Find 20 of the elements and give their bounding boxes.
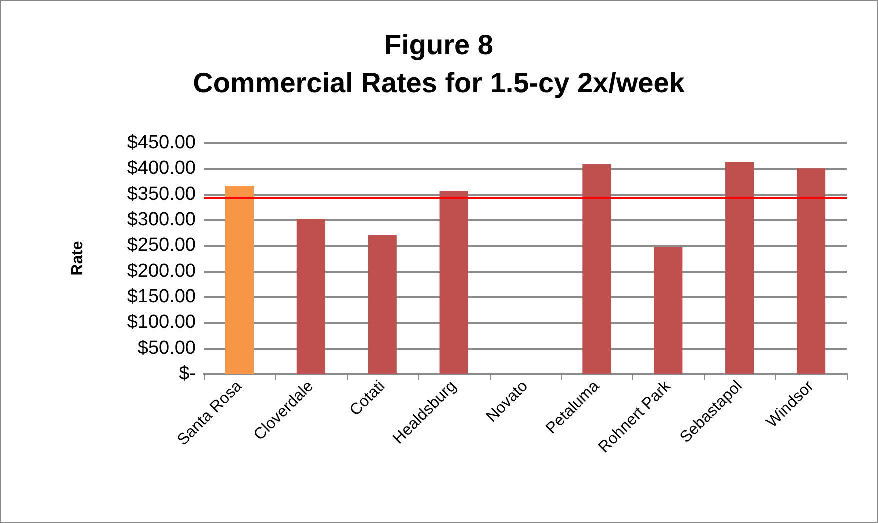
y-tick-label: $350.00 bbox=[127, 184, 196, 205]
bar bbox=[726, 162, 754, 374]
y-tick-label: $50.00 bbox=[138, 338, 196, 359]
bar bbox=[296, 218, 326, 374]
y-axis-title: Rate bbox=[70, 241, 86, 276]
y-tick-label: $300.00 bbox=[127, 210, 196, 230]
bar bbox=[225, 186, 254, 374]
y-tick-label: $250.00 bbox=[127, 235, 196, 256]
bar bbox=[654, 247, 683, 374]
y-tick-label: $- bbox=[179, 364, 196, 384]
y-tick-label: $200.00 bbox=[127, 260, 196, 282]
y-tick-label: $400.00 bbox=[127, 158, 196, 180]
chart-title: Figure 8 Commercial Rates for 1.5-cy 2x/week bbox=[193, 30, 686, 98]
bar bbox=[796, 168, 826, 374]
bar bbox=[582, 164, 612, 374]
y-tick-label: $150.00 bbox=[127, 286, 196, 308]
y-tick-label: $450.00 bbox=[127, 132, 196, 154]
bar bbox=[440, 191, 468, 374]
bar bbox=[368, 235, 397, 374]
y-tick-label: $100.00 bbox=[127, 312, 196, 334]
